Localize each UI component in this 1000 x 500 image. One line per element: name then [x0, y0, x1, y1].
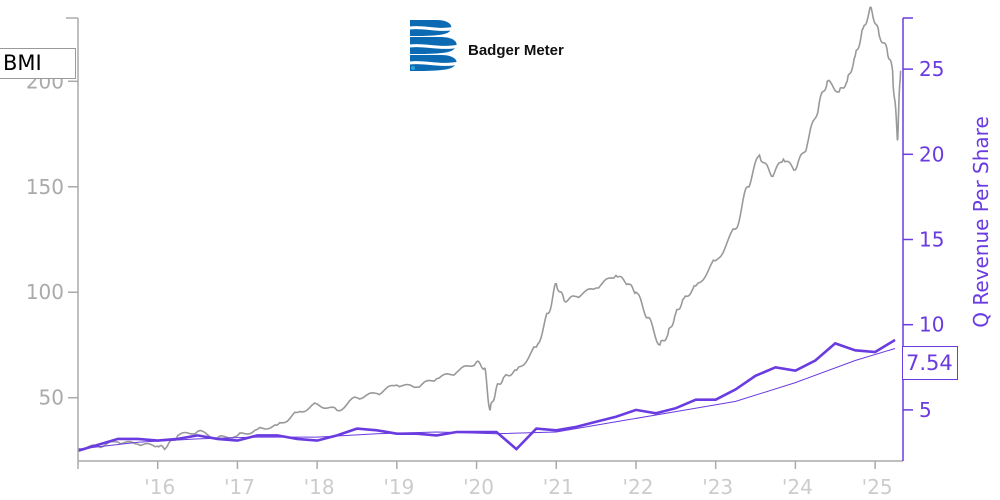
x-tick-label: '17 [224, 475, 255, 499]
right-tick-label: 5 [919, 398, 932, 422]
price-series [77, 6, 902, 451]
price-line [77, 6, 902, 451]
x-tick-label: '20 [463, 475, 494, 499]
x-tick-label: '21 [543, 475, 574, 499]
x-tick-label: '16 [144, 475, 175, 499]
x-tick-label: '18 [304, 475, 335, 499]
revenue-line [77, 338, 896, 453]
left-tick-label: 150 [26, 175, 64, 199]
axes: 50100150200'16'17'18'19'20'21'22'23'24'2… [26, 17, 944, 499]
left-tick-label: 100 [26, 280, 64, 304]
left-tick-label: 50 [39, 386, 64, 410]
x-tick-label: '22 [622, 475, 653, 499]
logo-text: Badger Meter [468, 42, 564, 59]
right-tick-label: 20 [919, 142, 944, 166]
last-value-label: 7.54 [902, 346, 958, 380]
revenue-trend-series [77, 348, 896, 450]
right-axis-title: Q Revenue Per Share [969, 116, 993, 328]
badger-meter-logo-icon [409, 20, 460, 71]
right-tick-label: 10 [919, 313, 944, 337]
x-tick-label: '19 [383, 475, 414, 499]
x-tick-label: '25 [862, 475, 893, 499]
right-tick-label: 25 [919, 57, 944, 81]
x-tick-label: '24 [782, 475, 813, 499]
x-tick-label: '23 [702, 475, 733, 499]
revenue-series [77, 338, 896, 453]
ticker-label: BMI [0, 48, 76, 79]
company-logo: Badger Meter [405, 16, 585, 72]
right-tick-label: 15 [919, 228, 944, 252]
revenue-trend-line [77, 348, 896, 450]
